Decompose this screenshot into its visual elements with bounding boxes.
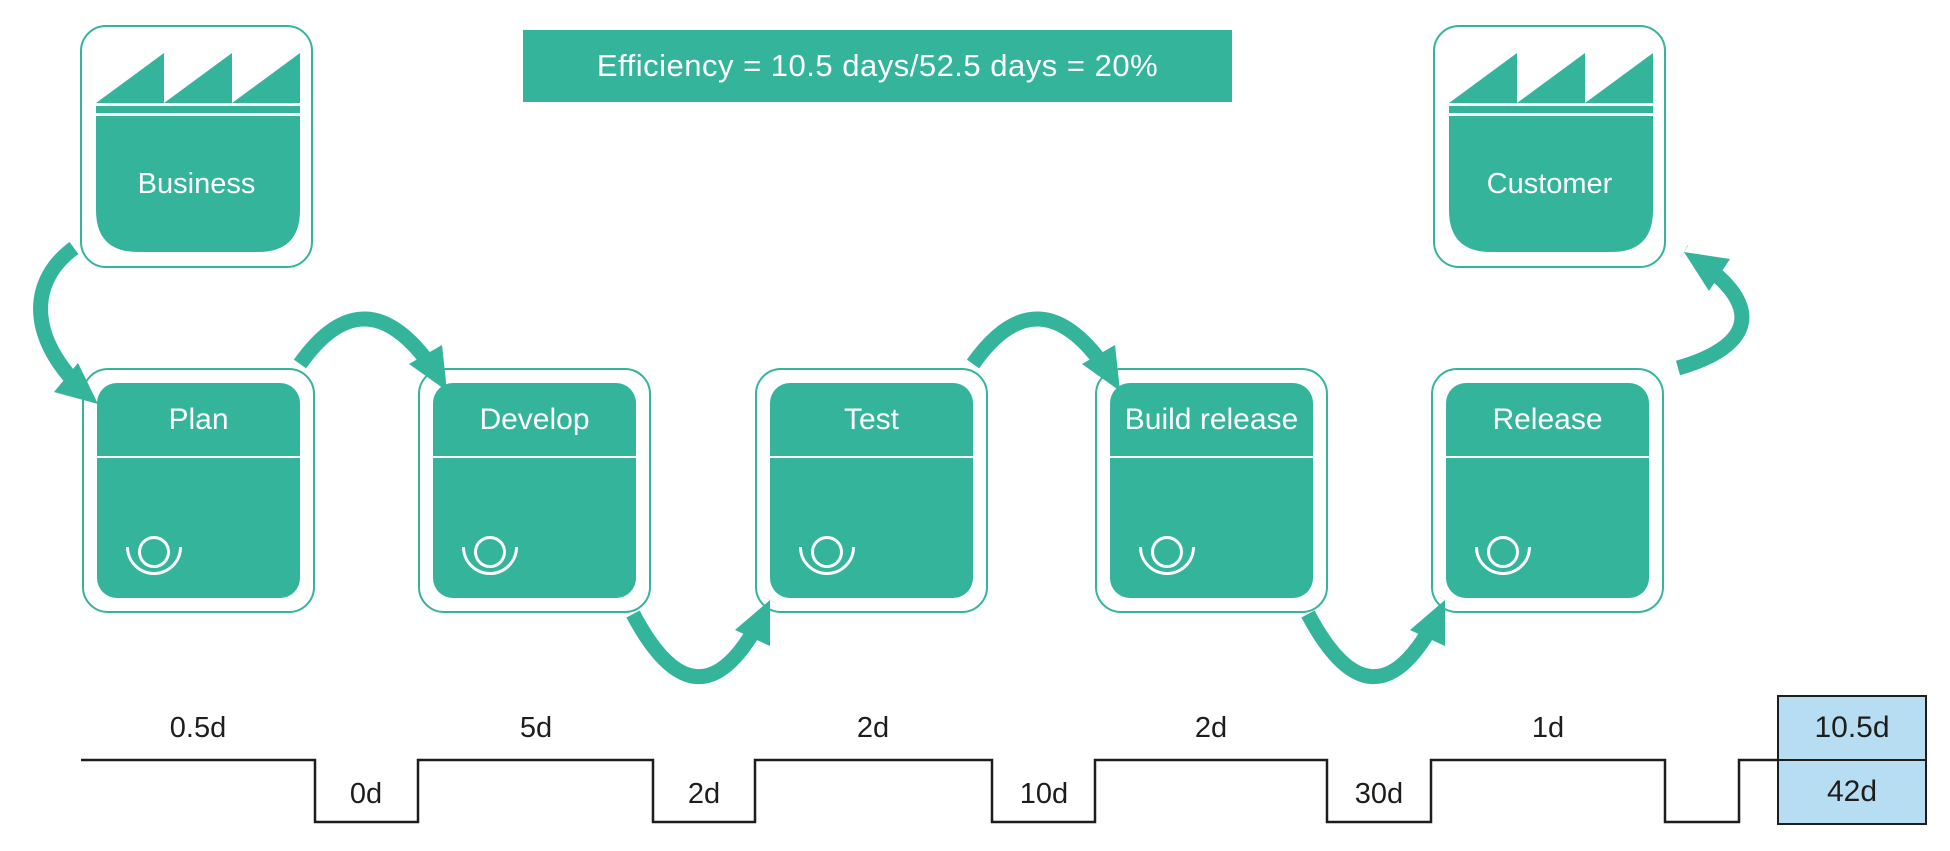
wait-time-label: 30d xyxy=(1354,778,1404,810)
value-add-time-label: 1d xyxy=(1531,712,1565,744)
business-label: Business xyxy=(137,168,256,200)
process-box-develop: Develop xyxy=(418,368,651,613)
process-inner: Plan xyxy=(97,383,300,598)
arrow-develop-to-test xyxy=(626,596,777,684)
total-wait-time: 42d xyxy=(1826,775,1878,808)
process-inner: Release xyxy=(1446,383,1649,598)
factory-icon xyxy=(1449,53,1653,252)
totals-box: 10.5d 42d xyxy=(1777,695,1927,825)
process-inner: Build release xyxy=(1110,383,1313,598)
operator-icon xyxy=(1475,536,1531,575)
customer-label: Customer xyxy=(1486,168,1613,200)
operator-icon xyxy=(462,536,518,575)
operator-icon xyxy=(799,536,855,575)
value-add-time-label: 0.5d xyxy=(169,712,227,744)
value-add-time-label: 2d xyxy=(856,712,890,744)
process-box-build-release: Build release xyxy=(1095,368,1328,613)
process-title: Plan xyxy=(97,383,300,458)
process-box-plan: Plan xyxy=(82,368,315,613)
value-add-time-label: 2d xyxy=(1194,712,1228,744)
operator-icon xyxy=(1139,536,1195,575)
timeline-step-line xyxy=(81,758,1777,824)
operator-icon xyxy=(126,536,182,575)
efficiency-banner: Efficiency = 10.5 days/52.5 days = 20% xyxy=(523,30,1232,102)
process-title: Release xyxy=(1446,383,1649,458)
wait-time-label: 10d xyxy=(1019,778,1069,810)
process-title: Test xyxy=(770,383,973,458)
value-add-time-label: 5d xyxy=(519,712,553,744)
wait-time-label: 0d xyxy=(349,778,383,810)
arrow-release-to-customer xyxy=(1675,245,1750,376)
process-title: Develop xyxy=(433,383,636,458)
process-box-test: Test xyxy=(755,368,988,613)
business-box: Business xyxy=(80,25,313,268)
customer-box: Customer xyxy=(1433,25,1666,268)
arrow-build-release-to-release xyxy=(1301,596,1452,684)
process-title: Build release xyxy=(1110,383,1313,458)
wait-time-label: 2d xyxy=(687,778,721,810)
total-value-add-time: 10.5d xyxy=(1779,697,1925,761)
process-inner: Develop xyxy=(433,383,636,598)
process-inner: Test xyxy=(770,383,973,598)
process-box-release: Release xyxy=(1431,368,1664,613)
factory-icon xyxy=(96,53,300,252)
